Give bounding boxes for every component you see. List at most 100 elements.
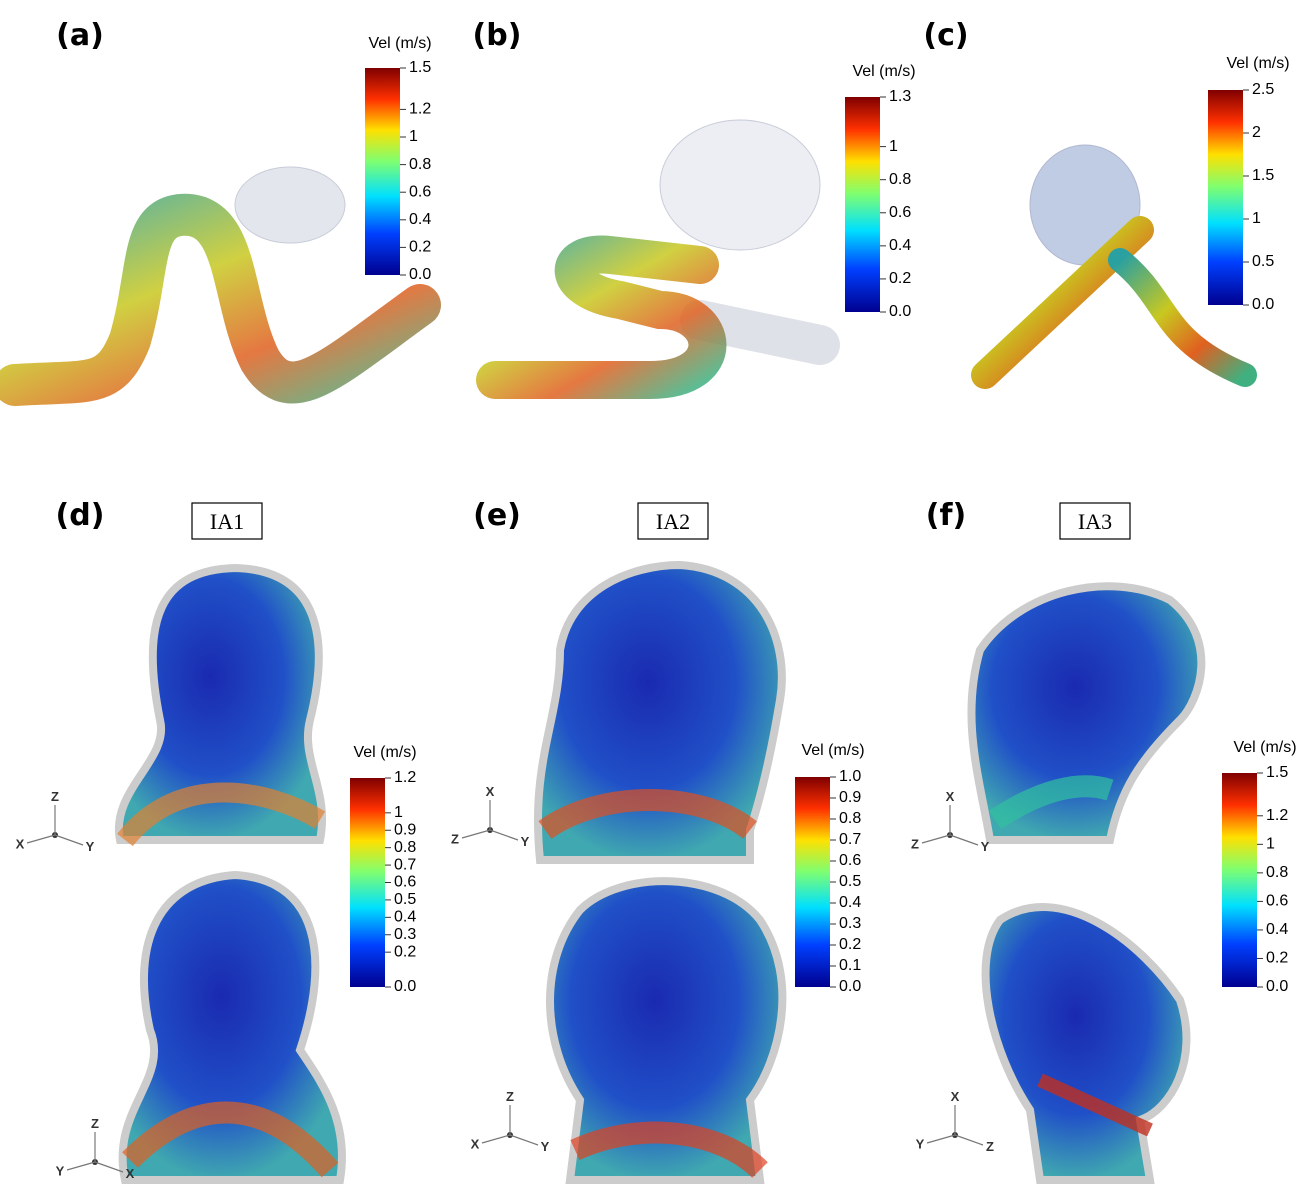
triad-axis [461, 829, 491, 839]
colorbar-tick-label: 1.2 [409, 101, 431, 118]
triad-label: Z [506, 1089, 514, 1104]
colorbar-tick-label: 0.6 [839, 852, 861, 869]
triad-axis [26, 834, 56, 844]
colorbar-tick-label: 0.2 [839, 936, 861, 953]
aneurysm-sac [234, 166, 346, 244]
vessel [476, 235, 727, 399]
colorbar-tick-label: 0.9 [839, 789, 861, 806]
panel-label: (f) [926, 498, 966, 533]
colorbar-title: Vel (m/s) [1226, 55, 1289, 72]
colorbar-tick-label: 1 [409, 128, 418, 145]
colorbar-tick-label: 0.3 [394, 926, 416, 943]
colorbar-title: Vel (m/s) [1233, 739, 1296, 756]
vessel [538, 789, 757, 840]
vessel-renderings [0, 119, 1257, 1184]
colorbar-tick-label: 0.9 [394, 821, 416, 838]
panel-label: (a) [56, 18, 104, 53]
colorbar-tick-label: 0.4 [889, 237, 911, 254]
panel-label: (c) [923, 18, 968, 53]
case-box [191, 502, 263, 540]
vessel [122, 1101, 339, 1178]
triad-label: Z [986, 1139, 994, 1154]
colorbar-tick-label: 1.2 [1266, 807, 1288, 824]
colorbar-title: Vel (m/s) [801, 742, 864, 759]
colorbar-tick-label: 1 [394, 804, 403, 821]
colorbar-tick-label: 1 [889, 138, 898, 155]
aneurysm-sac [967, 582, 1206, 844]
triad-label: Y [916, 1136, 925, 1151]
colorbar-tick-label: 0.2 [1266, 950, 1288, 967]
aneurysm-sac [659, 119, 821, 251]
colorbar [1208, 90, 1243, 305]
colorbar-tick-label: 1 [1252, 210, 1261, 227]
colorbar-tick-label: 0.0 [1252, 296, 1274, 313]
triad-label: X [946, 789, 955, 804]
panel-label: (b) [473, 18, 522, 53]
colorbar [795, 777, 830, 987]
colorbar-tick-label: 0.3 [839, 915, 861, 932]
triad-axis [921, 834, 951, 844]
triad-label: Z [51, 789, 59, 804]
colorbar [350, 778, 385, 987]
triad-axis [949, 834, 979, 846]
colorbar-tick-label: 0.8 [889, 171, 911, 188]
colorbar-tick-label: 0.4 [1266, 921, 1288, 938]
aneurysm-sac [546, 877, 787, 1184]
colorbar-tick-label: 1.0 [839, 768, 861, 785]
colorbar-tick-label: 0.0 [839, 978, 861, 995]
colorbar-title: Vel (m/s) [353, 744, 416, 761]
colorbar-tick-label: 1.5 [1266, 764, 1288, 781]
aneurysm-sac [114, 563, 327, 844]
triad-label: Y [86, 839, 95, 854]
triad-axis [54, 834, 84, 846]
colorbar-tick-label: 2.5 [1252, 81, 1274, 98]
triad-label: X [16, 836, 25, 851]
triad-axis [954, 1134, 984, 1146]
colorbar-tick-label: 0.5 [839, 873, 861, 890]
colorbar-tick-label: 1.5 [409, 59, 431, 76]
triad-label: Y [521, 834, 530, 849]
colorbar-tick-label: 0.6 [889, 204, 911, 221]
panel-label: (e) [473, 498, 521, 533]
triad-label: Z [451, 831, 459, 846]
triad-axis [94, 1161, 124, 1173]
colorbar-tick-label: 0.5 [394, 891, 416, 908]
colorbar-tick-label: 0.2 [889, 270, 911, 287]
colorbar-tick-label: 0.0 [1266, 978, 1288, 995]
colorbar [365, 68, 400, 275]
colorbar-tick-label: 0.2 [394, 943, 416, 960]
colorbar-tick-label: 0.7 [394, 856, 416, 873]
case-box [1059, 502, 1131, 540]
colorbar-tick-label: 0.0 [889, 303, 911, 320]
triad-axis [481, 1134, 511, 1144]
aneurysm-sac [981, 903, 1191, 1184]
panel-label: (d) [56, 498, 105, 533]
colorbar-tick-label: 0.5 [1252, 253, 1274, 270]
case-box [637, 502, 709, 540]
colorbar-tick-label: 1.5 [1252, 167, 1274, 184]
colorbar-tick-label: 0.8 [839, 810, 861, 827]
colorbar-tick-label: 0.8 [409, 156, 431, 173]
colorbar-title: Vel (m/s) [852, 63, 915, 80]
triad-label: X [486, 784, 495, 799]
colorbar-tick-label: 0.7 [839, 831, 861, 848]
triad-label: Y [541, 1139, 550, 1154]
colorbar-tick-label: 2 [1252, 124, 1261, 141]
triad-axis [926, 1134, 956, 1144]
triad-label: X [951, 1089, 960, 1104]
colorbar-tick-label: 0.1 [839, 957, 861, 974]
triad-axis [509, 1134, 539, 1146]
triad-axis [489, 829, 519, 841]
vessel [1108, 248, 1257, 387]
vessel [1037, 1073, 1153, 1137]
vessel [0, 193, 441, 406]
triad-axis [66, 1161, 96, 1171]
colorbar [1222, 773, 1257, 987]
case-label: IA3 [1078, 509, 1112, 534]
colorbar-tick-label: 1 [1266, 836, 1275, 853]
vessel [570, 1121, 768, 1179]
colorbar-tick-label: 0.6 [394, 874, 416, 891]
colorbar-tick-label: 0.6 [1266, 893, 1288, 910]
colorbar-tick-label: 0.4 [409, 211, 431, 228]
